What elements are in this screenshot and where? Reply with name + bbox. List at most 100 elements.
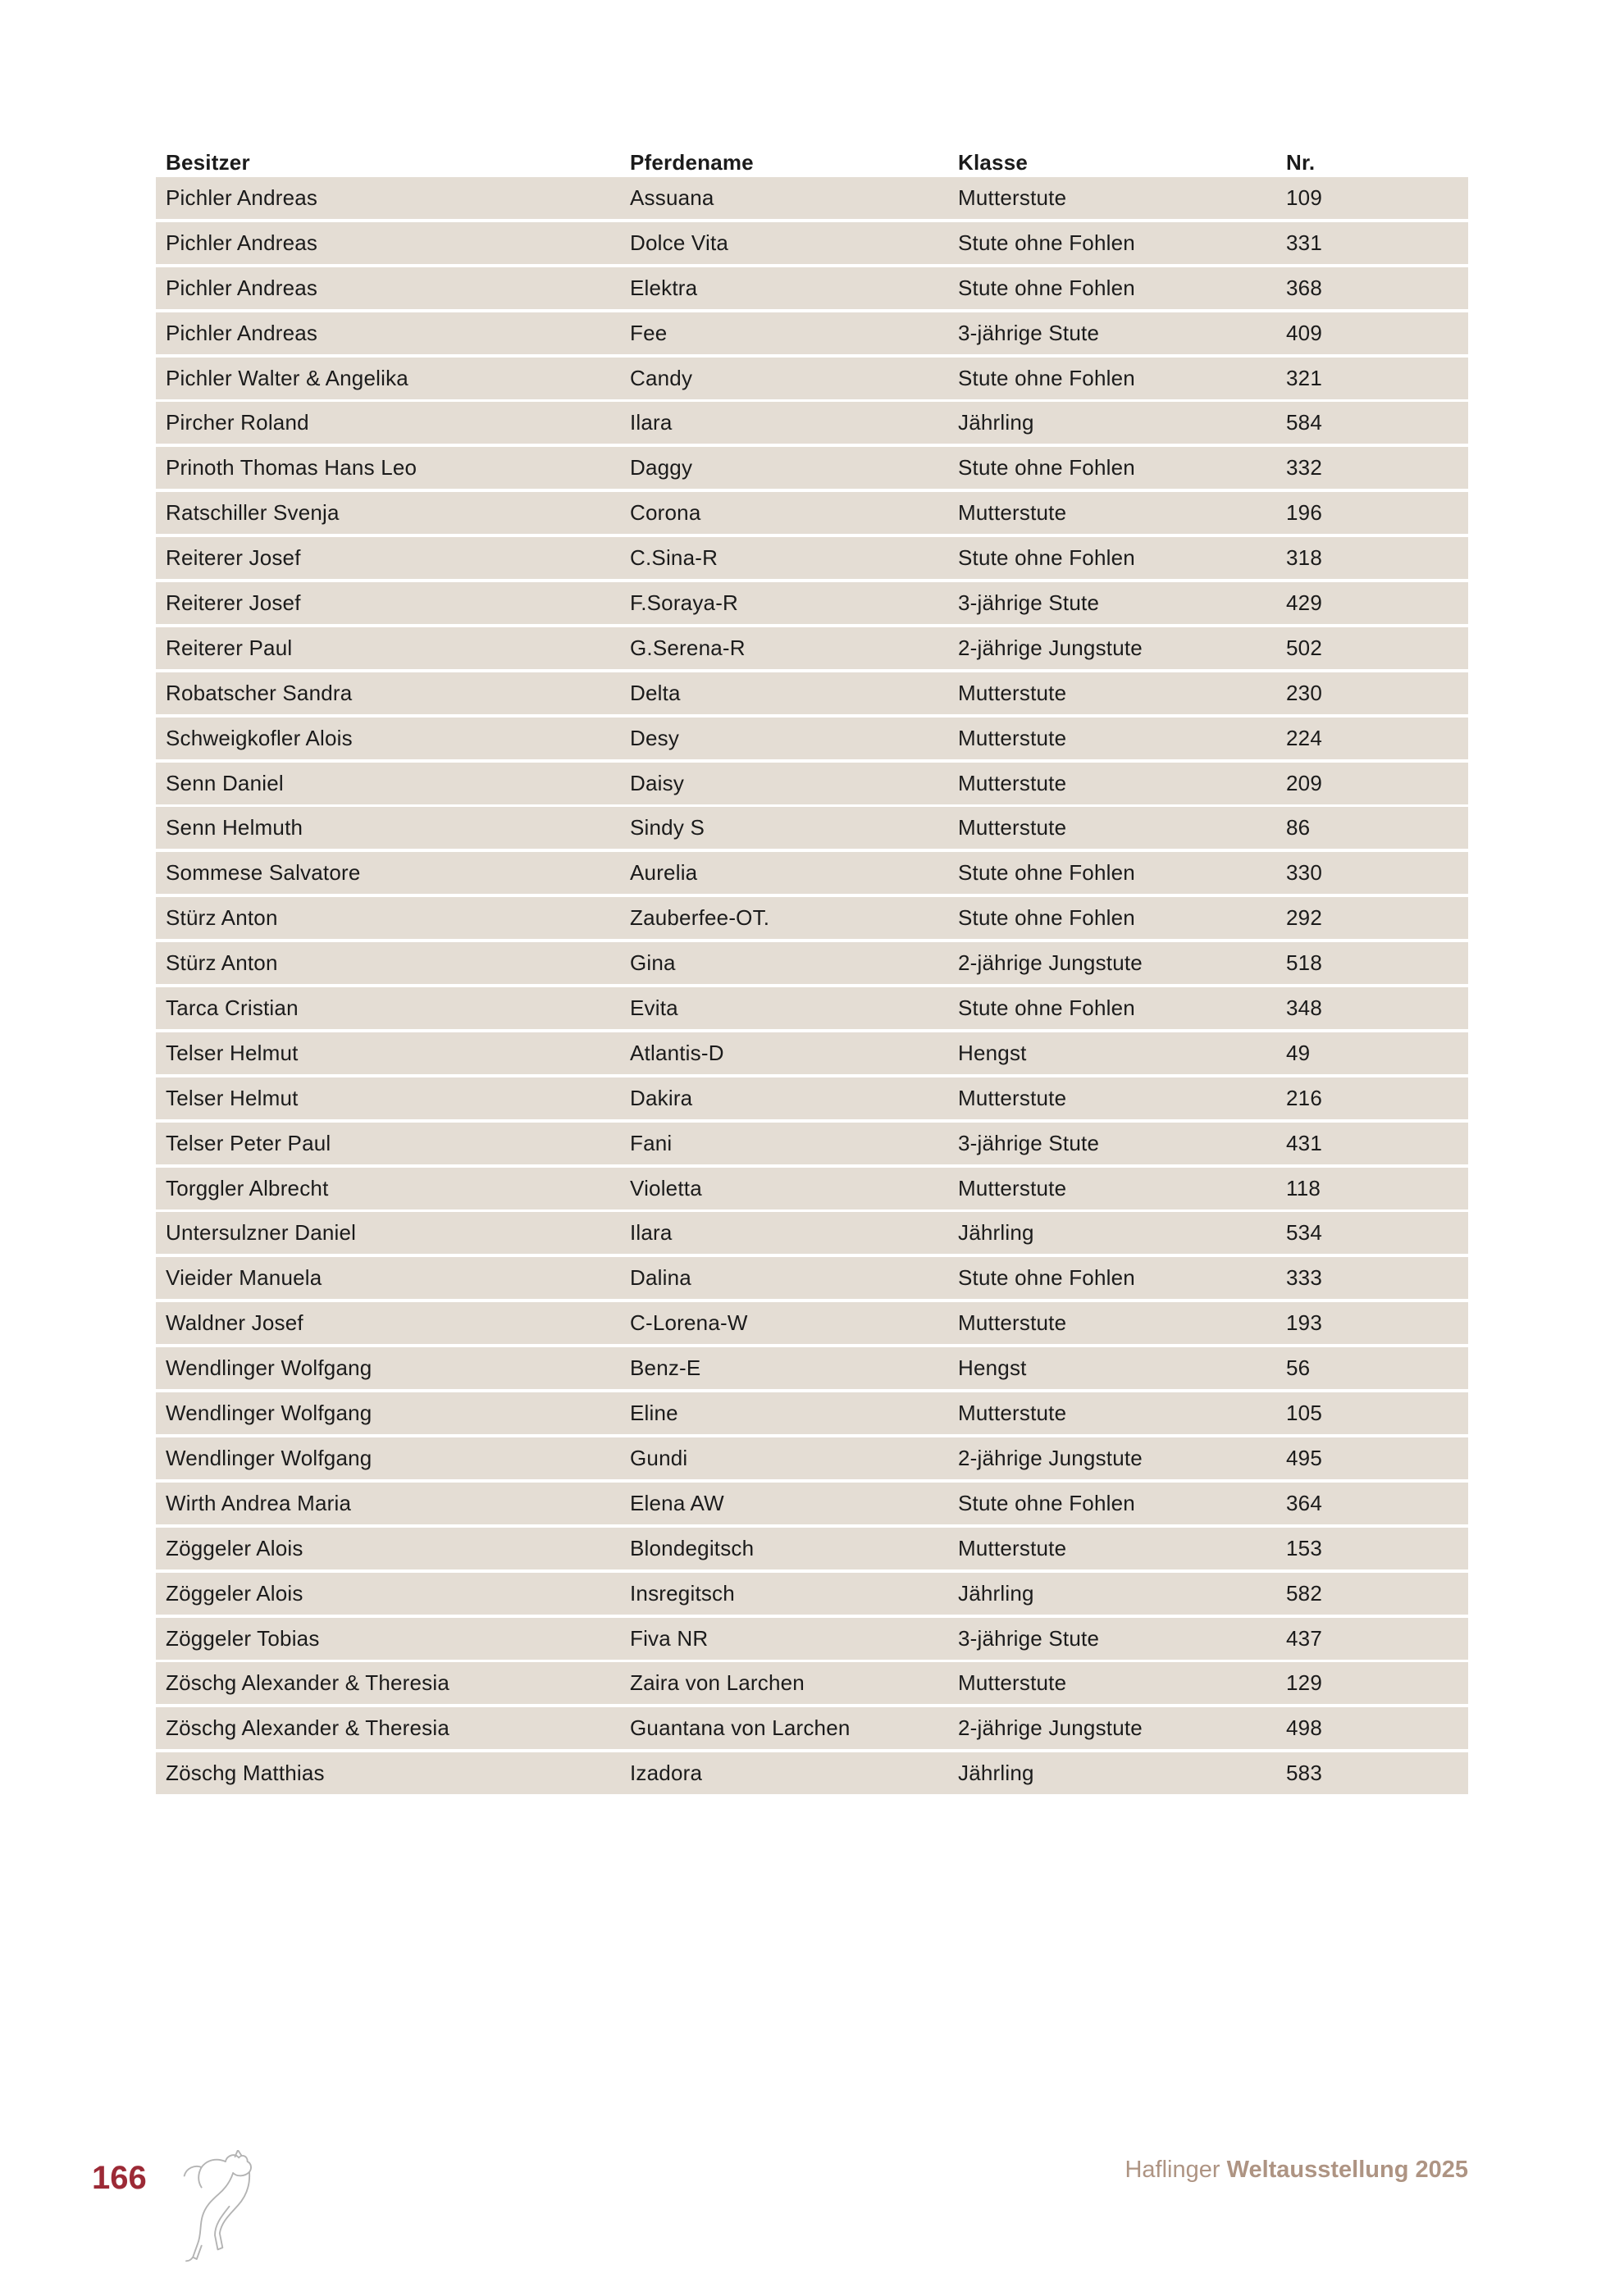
class-cell: Mutterstute (958, 1535, 1067, 1560)
number-cell: 330 (1286, 860, 1322, 886)
class-cell: Mutterstute (958, 1085, 1067, 1110)
owner-cell: Wendlinger Wolfgang (166, 1401, 372, 1426)
class-cell: Stute ohne Fohlen (958, 995, 1135, 1021)
horse-name-cell: Eline (630, 1401, 678, 1426)
class-cell: 3-jährige Stute (958, 590, 1100, 616)
class-cell: 2-jährige Jungstute (958, 950, 1143, 976)
horse-name-cell: Aurelia (630, 860, 698, 886)
class-cell: Mutterstute (958, 185, 1067, 210)
horse-name-cell: Delta (630, 680, 681, 705)
table-row: Telser Helmut Atlantis-D Hengst 49 (156, 1032, 1468, 1074)
table-row: Pichler Walter & Angelika Candy Stute oh… (156, 357, 1468, 399)
table-header-row: Besitzer Pferdename Klasse Nr. (156, 148, 1468, 177)
class-cell: Stute ohne Fohlen (958, 1265, 1135, 1291)
class-cell: Mutterstute (958, 1310, 1067, 1336)
owner-cell: Pichler Andreas (166, 275, 318, 300)
owner-cell: Telser Helmut (166, 1040, 299, 1065)
class-cell: Mutterstute (958, 1670, 1067, 1696)
number-cell: 86 (1286, 815, 1311, 840)
horse-name-cell: Evita (630, 995, 678, 1021)
number-cell: 333 (1286, 1265, 1322, 1291)
owner-cell: Wendlinger Wolfgang (166, 1355, 372, 1381)
horse-name-cell: F.Soraya-R (630, 590, 739, 616)
number-cell: 498 (1286, 1715, 1322, 1741)
number-cell: 109 (1286, 185, 1322, 210)
table-row: Prinoth Thomas Hans Leo Daggy Stute ohne… (156, 447, 1468, 490)
owner-cell: Wirth Andrea Maria (166, 1490, 352, 1515)
brand-bold: Weltausstellung 2025 (1226, 2157, 1468, 2183)
owner-cell: Sommese Salvatore (166, 860, 361, 886)
header-class: Klasse (958, 149, 1029, 175)
horse-name-cell: C.Sina-R (630, 545, 718, 571)
class-cell: Stute ohne Fohlen (958, 365, 1135, 390)
class-cell: Jährling (958, 1220, 1034, 1246)
number-cell: 292 (1286, 905, 1322, 931)
table-row: Senn Daniel Daisy Mutterstute 209 (156, 762, 1468, 804)
table-row: Telser Helmut Dakira Mutterstute 216 (156, 1077, 1468, 1119)
number-cell: 368 (1286, 275, 1322, 300)
table-row: Stürz Anton Gina 2-jährige Jungstute 518 (156, 942, 1468, 985)
owner-cell: Schweigkofler Alois (166, 725, 353, 750)
table-row: Pichler Andreas Assuana Mutterstute 109 (156, 177, 1468, 219)
owner-cell: Zöschg Matthias (166, 1761, 325, 1786)
class-cell: 2-jährige Jungstute (958, 1715, 1143, 1741)
number-cell: 518 (1286, 950, 1322, 976)
horse-name-cell: Fani (630, 1130, 673, 1155)
number-cell: 105 (1286, 1401, 1322, 1426)
owner-cell: Prinoth Thomas Hans Leo (166, 455, 417, 481)
owner-cell: Pichler Walter & Angelika (166, 365, 408, 390)
owner-cell: Tarca Cristian (166, 995, 299, 1021)
owner-cell: Stürz Anton (166, 950, 278, 976)
horse-name-cell: Dakira (630, 1085, 693, 1110)
class-cell: Stute ohne Fohlen (958, 545, 1135, 571)
class-cell: 2-jährige Jungstute (958, 635, 1143, 660)
number-cell: 153 (1286, 1535, 1322, 1560)
table-row: Pichler Andreas Elektra Stute ohne Fohle… (156, 266, 1468, 309)
table-row: Zöschg Alexander & Theresia Zaira von La… (156, 1662, 1468, 1705)
horse-name-cell: Ilara (630, 410, 673, 435)
number-cell: 331 (1286, 230, 1322, 255)
table-row: Telser Peter Paul Fani 3-jährige Stute 4… (156, 1122, 1468, 1164)
owner-cell: Zöggeler Alois (166, 1580, 303, 1606)
horse-name-cell: Fiva NR (630, 1625, 709, 1651)
horse-name-cell: Candy (630, 365, 693, 390)
number-cell: 348 (1286, 995, 1322, 1021)
number-cell: 332 (1286, 455, 1322, 481)
horse-name-cell: Desy (630, 725, 680, 750)
number-cell: 495 (1286, 1445, 1322, 1470)
class-cell: Stute ohne Fohlen (958, 275, 1135, 300)
owner-cell: Senn Helmuth (166, 815, 303, 840)
number-cell: 129 (1286, 1670, 1322, 1696)
number-cell: 321 (1286, 365, 1322, 390)
number-cell: 209 (1286, 770, 1322, 795)
results-table: Besitzer Pferdename Klasse Nr. Pichler A… (156, 148, 1468, 1797)
footer-brand: Haflinger Weltausstellung 2025 (1124, 2157, 1468, 2184)
owner-cell: Torggler Albrecht (166, 1175, 329, 1200)
number-cell: 224 (1286, 725, 1322, 750)
horse-name-cell: Sindy S (630, 815, 705, 840)
horse-name-cell: Dalina (630, 1265, 691, 1291)
owner-cell: Zöggeler Alois (166, 1535, 303, 1560)
table-row: Untersulzner Daniel Ilara Jährling 534 (156, 1212, 1468, 1255)
number-cell: 318 (1286, 545, 1322, 571)
number-cell: 437 (1286, 1625, 1322, 1651)
class-cell: Jährling (958, 1761, 1034, 1786)
table-row: Wendlinger Wolfgang Eline Mutterstute 10… (156, 1392, 1468, 1435)
class-cell: 3-jährige Stute (958, 320, 1100, 345)
brand-regular: Haflinger (1124, 2157, 1220, 2183)
number-cell: 193 (1286, 1310, 1322, 1336)
owner-cell: Zöggeler Tobias (166, 1625, 320, 1651)
owner-cell: Pichler Andreas (166, 320, 318, 345)
table-row: Sommese Salvatore Aurelia Stute ohne Foh… (156, 852, 1468, 895)
number-cell: 364 (1286, 1490, 1322, 1515)
header-horse-name: Pferdename (630, 149, 754, 175)
class-cell: Mutterstute (958, 1175, 1067, 1200)
number-cell: 429 (1286, 590, 1322, 616)
horse-name-cell: Gundi (630, 1445, 688, 1470)
owner-cell: Pichler Andreas (166, 185, 318, 210)
number-cell: 56 (1286, 1355, 1311, 1381)
horse-name-cell: Ilara (630, 1220, 673, 1246)
horse-name-cell: Fee (630, 320, 668, 345)
table-row: Wendlinger Wolfgang Benz-E Hengst 56 (156, 1347, 1468, 1390)
owner-cell: Telser Peter Paul (166, 1130, 331, 1155)
